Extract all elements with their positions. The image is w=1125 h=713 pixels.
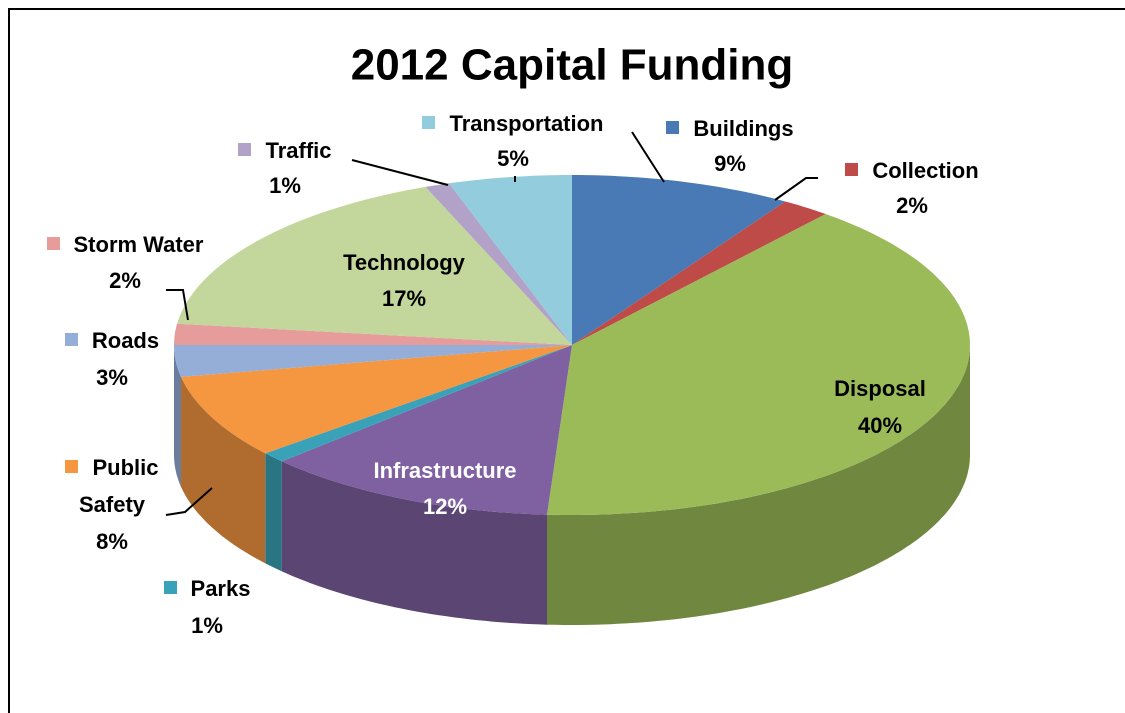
value-label: 8%: [96, 529, 128, 554]
category-name: Disposal: [834, 376, 926, 401]
legend-swatch: [666, 121, 680, 134]
leader-line: [351, 159, 449, 186]
category-label: Public Safety: [60, 449, 164, 523]
slice-side: [174, 345, 181, 487]
category-name: Collection: [872, 158, 979, 183]
slice: [265, 345, 572, 462]
slice-side: [181, 376, 266, 564]
leader-line: [774, 177, 818, 201]
slice: [572, 201, 826, 345]
category-label: Disposal: [800, 370, 960, 407]
value-label: 2%: [896, 193, 928, 218]
category-name: Infrastructure: [373, 458, 517, 483]
category-name: Storm Water: [73, 232, 204, 257]
value-label: 12%: [422, 494, 468, 519]
slice: [425, 183, 572, 345]
category-label: Collection: [822, 152, 1002, 189]
frame: [8, 8, 1125, 713]
value-label: 9%: [714, 151, 746, 176]
legend-swatch: [845, 163, 859, 176]
category-name: Roads: [91, 328, 160, 353]
category-label: Technology: [314, 244, 494, 281]
category-name: Traffic: [265, 138, 332, 163]
category-name: Technology: [343, 250, 465, 275]
category-label: Traffic: [215, 132, 355, 169]
slice-side: [265, 453, 282, 572]
category-name: Buildings: [693, 116, 794, 141]
slice: [281, 345, 572, 515]
legend-swatch: [46, 237, 60, 250]
legend-swatch: [238, 143, 252, 156]
slice: [181, 345, 572, 454]
slice-side: [547, 345, 970, 625]
legend-swatch: [65, 460, 79, 473]
leader-line: [166, 289, 189, 321]
slice: [174, 323, 572, 345]
category-name: Transportation: [449, 111, 604, 136]
category-label: Parks: [147, 570, 267, 607]
category-label: Storm Water: [25, 226, 225, 263]
category-label: Roads: [52, 322, 172, 359]
category-label: Buildings: [640, 110, 820, 147]
value-label: 40%: [857, 413, 903, 438]
chart-title: 2012 Capital Funding: [351, 41, 794, 90]
leader-line: [631, 131, 665, 183]
category-label: Infrastructure: [345, 452, 545, 489]
slice: [449, 175, 572, 345]
slice: [572, 175, 786, 345]
category-name: Public Safety: [78, 455, 159, 517]
value-label: 17%: [381, 286, 427, 311]
leader-lines: [165, 131, 818, 516]
legend-swatch: [64, 333, 78, 346]
legend-swatch: [422, 116, 436, 129]
value-label: 1%: [269, 173, 301, 198]
category-name: Parks: [190, 576, 251, 601]
value-label: 5%: [497, 146, 529, 171]
leader-line: [165, 487, 213, 516]
value-label: 1%: [191, 613, 223, 638]
slice-side: [281, 461, 547, 625]
legend-swatch: [163, 581, 177, 594]
value-label: 3%: [96, 365, 128, 390]
slice: [174, 345, 572, 377]
slice: [177, 186, 572, 345]
slices: [174, 175, 970, 625]
category-label: Transportation: [403, 105, 623, 142]
value-label: 2%: [109, 268, 141, 293]
slice: [547, 214, 970, 515]
